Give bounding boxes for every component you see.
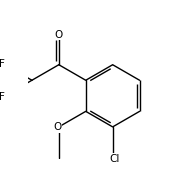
Text: F: F bbox=[0, 59, 4, 69]
Text: O: O bbox=[55, 30, 63, 40]
Text: F: F bbox=[0, 91, 4, 101]
Text: O: O bbox=[53, 122, 61, 132]
Text: Cl: Cl bbox=[109, 154, 119, 164]
